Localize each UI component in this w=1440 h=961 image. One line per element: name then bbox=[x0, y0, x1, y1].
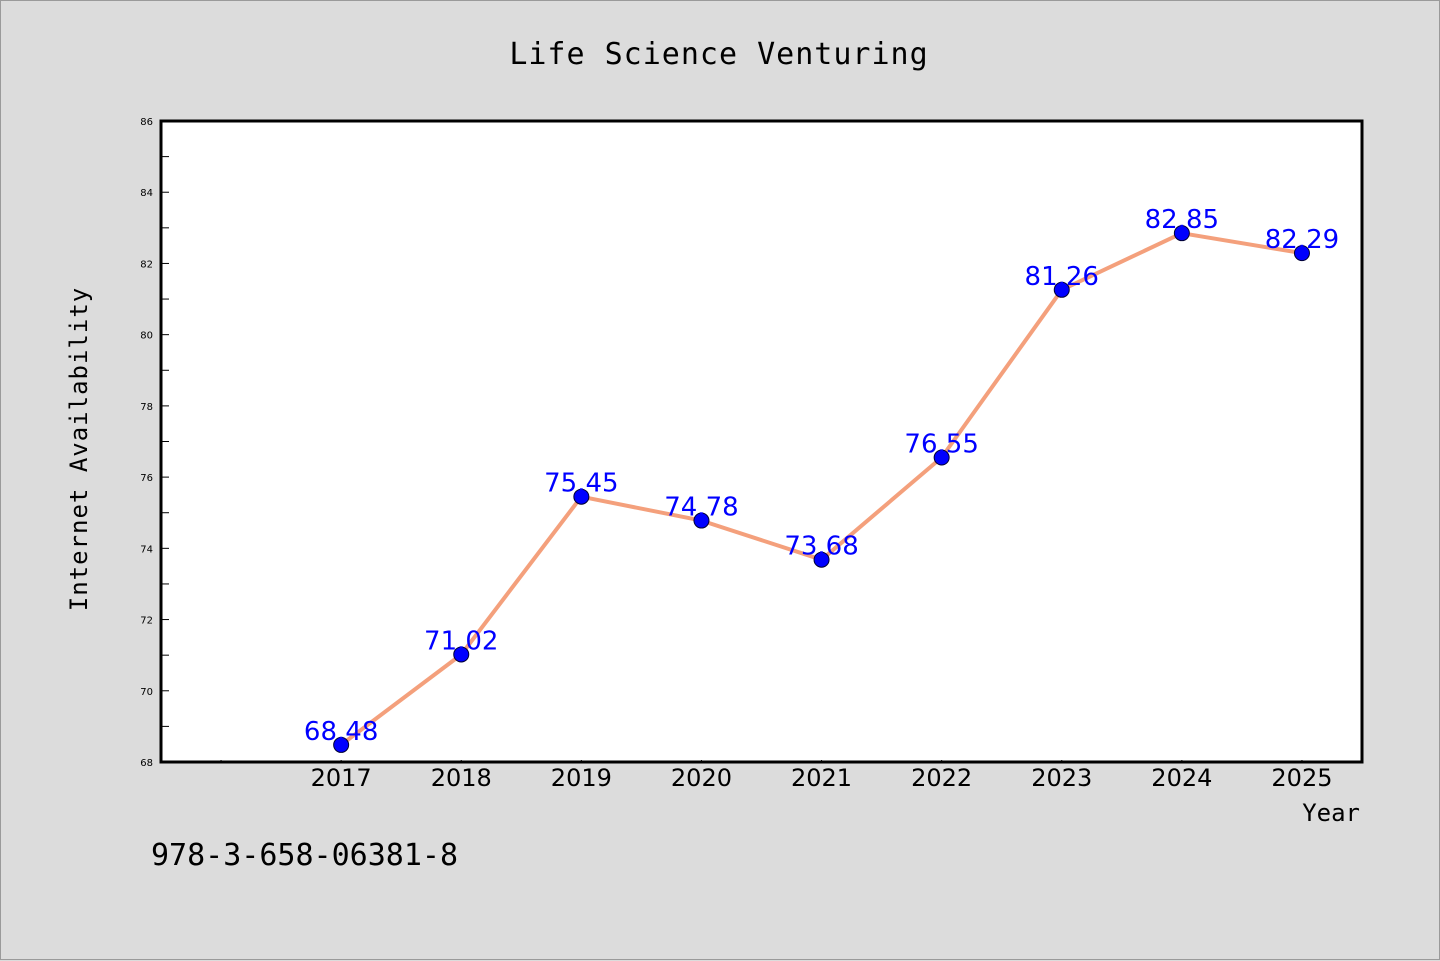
x-tick-label: 2020 bbox=[671, 764, 732, 792]
data-label: 82.29 bbox=[1265, 225, 1339, 255]
plot-area bbox=[161, 121, 1362, 762]
data-point bbox=[333, 736, 350, 753]
data-label: 82.85 bbox=[1145, 205, 1219, 235]
data-label: 71.02 bbox=[424, 626, 498, 656]
series-group bbox=[333, 225, 1310, 753]
data-label: 68.48 bbox=[304, 717, 378, 747]
data-label: 73.68 bbox=[784, 532, 858, 562]
y-tick-label: 70 bbox=[140, 687, 153, 698]
data-label: 81.26 bbox=[1025, 262, 1099, 292]
x-tick-label: 2022 bbox=[911, 764, 972, 792]
data-label: 75.45 bbox=[544, 469, 618, 499]
data-labels: 68.48 71.02 75.45 74.78 73.68 76.55 81.26 82.85… bbox=[304, 205, 1339, 747]
x-tick-label: 2023 bbox=[1031, 764, 1092, 792]
x-tick-label: 2021 bbox=[791, 764, 852, 792]
x-axis-label: Year bbox=[1302, 799, 1360, 827]
y-tick-label: 78 bbox=[140, 402, 153, 413]
y-tick-label: 76 bbox=[140, 473, 153, 484]
x-tick-label: 2025 bbox=[1271, 764, 1332, 792]
data-label: 76.55 bbox=[904, 430, 978, 460]
y-tick-label: 86 bbox=[140, 117, 153, 128]
x-tick-label: 2018 bbox=[431, 764, 492, 792]
data-point bbox=[573, 488, 590, 505]
data-point bbox=[1293, 245, 1310, 262]
footer-isbn: 978-3-658-06381-8 bbox=[151, 838, 458, 873]
y-axis-label: Internet Availability bbox=[65, 287, 93, 611]
x-tick-label: 2017 bbox=[311, 764, 372, 792]
data-point bbox=[693, 512, 710, 529]
data-point bbox=[1053, 281, 1070, 298]
y-tick-label: 72 bbox=[140, 616, 153, 627]
y-tick-label: 74 bbox=[140, 544, 153, 555]
data-point bbox=[453, 646, 470, 663]
y-tick-label: 82 bbox=[140, 259, 153, 270]
y-tick-label: 84 bbox=[140, 188, 153, 199]
y-tick-label: 68 bbox=[140, 758, 153, 769]
x-tick-label: 2019 bbox=[551, 764, 612, 792]
x-axis-ticks: 2017 2018 2019 2020 2021 2022 2023 2024 2025 bbox=[220, 760, 1332, 792]
data-point bbox=[933, 449, 950, 466]
y-tick-label: 80 bbox=[140, 331, 153, 342]
plot-border bbox=[159, 119, 1364, 764]
x-tick-label: 2024 bbox=[1151, 764, 1212, 792]
data-label: 74.78 bbox=[664, 493, 738, 523]
data-point bbox=[813, 551, 830, 568]
data-point bbox=[1173, 225, 1190, 242]
chart-title: Life Science Venturing bbox=[509, 37, 928, 72]
